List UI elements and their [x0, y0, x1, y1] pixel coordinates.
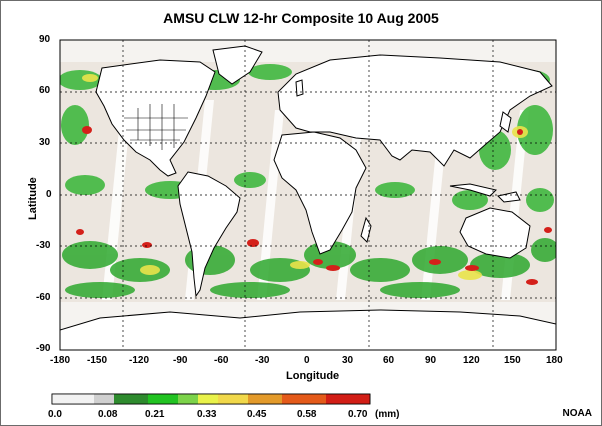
xtick-neg90: -90: [173, 355, 188, 366]
xtick-0: 0: [304, 355, 310, 366]
xtick-90: 90: [425, 355, 437, 366]
xtick-neg60: -60: [214, 355, 229, 366]
xtick-180: 180: [546, 355, 563, 366]
y-axis-label: Latitude: [27, 177, 39, 220]
ytick-neg90: -90: [36, 343, 51, 354]
xtick-120: 120: [463, 355, 480, 366]
xtick-neg180: -180: [50, 355, 71, 366]
ytick-neg60: -60: [36, 292, 51, 303]
continents: [60, 45, 556, 350]
ytick-90: 90: [39, 34, 51, 45]
ytick-30: 30: [39, 137, 51, 148]
graticule: [60, 40, 556, 350]
ytick-0: 0: [46, 189, 52, 200]
noaa-credit: NOAA: [562, 408, 592, 419]
xtick-neg120: -120: [129, 355, 150, 366]
colorbar-unit: (mm): [375, 409, 400, 420]
cloud-liquid-water-field: [60, 45, 556, 350]
colorbar-tick-4: 0.45: [247, 409, 267, 420]
xtick-150: 150: [504, 355, 521, 366]
ytick-neg30: -30: [36, 240, 51, 251]
x-axis-label: Longitude: [286, 370, 340, 382]
colorbar: [51, 393, 371, 405]
colorbar-tick-6: 0.70: [348, 409, 368, 420]
ytick-60: 60: [39, 85, 51, 96]
xtick-neg150: -150: [87, 355, 108, 366]
colorbar-tick-5: 0.58: [297, 409, 317, 420]
xtick-60: 60: [383, 355, 395, 366]
xtick-30: 30: [342, 355, 354, 366]
map-title: AMSU CLW 12-hr Composite 10 Aug 2005: [163, 10, 439, 26]
colorbar-tick-0: 0.0: [48, 409, 62, 420]
colorbar-tick-1: 0.08: [98, 409, 118, 420]
colorbar-tick-2: 0.21: [145, 409, 165, 420]
colorbar-tick-3: 0.33: [197, 409, 217, 420]
xtick-neg30: -30: [255, 355, 270, 366]
